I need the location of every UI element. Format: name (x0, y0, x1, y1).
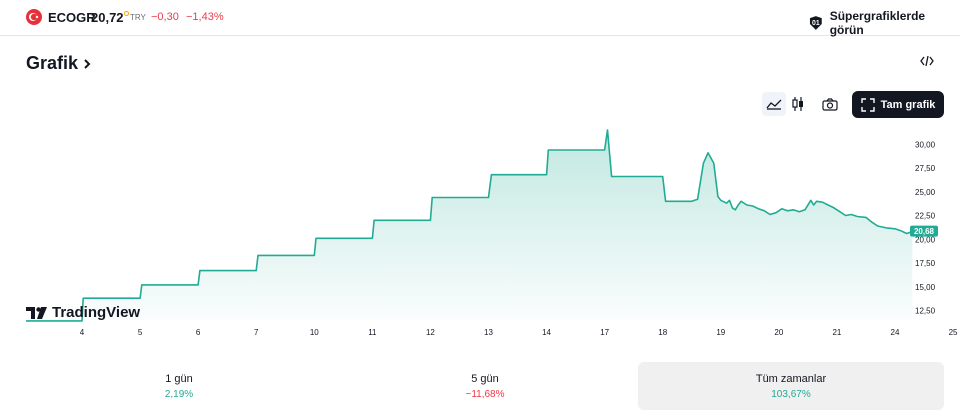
performance-tabs: 1 gün 2,19% 5 gün −11,68% Tüm zamanlar 1… (26, 362, 944, 410)
x-tick-label: 6 (196, 328, 201, 337)
x-tick-label: 4 (80, 328, 85, 337)
last-price-label: 20,68 (914, 227, 935, 236)
x-tick-label: 25 (949, 328, 958, 337)
performance-tab-5-days[interactable]: 5 gün −11,68% (332, 362, 638, 410)
y-tick-label: 12,50 (915, 307, 936, 316)
performance-label: Tüm zamanlar (755, 372, 827, 385)
quote-header: ECOGR 20,72 TRY −0,30 −1,43% 01 Süpergra… (0, 0, 960, 37)
y-tick-label: 15,00 (915, 283, 936, 292)
section-title-text: Grafik (26, 53, 79, 73)
performance-value: 2,19% (164, 388, 194, 400)
area-chart-icon (766, 99, 782, 110)
camera-icon (822, 97, 838, 111)
performance-tab-all-time[interactable]: Tüm zamanlar 103,67% (638, 362, 944, 410)
x-tick-label: 11 (368, 328, 377, 337)
candlestick-icon (792, 97, 803, 111)
x-tick-label: 20 (774, 328, 783, 337)
y-tick-label: 25,00 (915, 188, 936, 197)
x-tick-label: 24 (891, 328, 900, 337)
performance-value: 103,67% (771, 388, 811, 400)
tradingview-badge-icon: 01 (809, 16, 822, 30)
last-price-marker: 20,68 (909, 225, 938, 237)
y-tick-label: 17,50 (915, 259, 936, 268)
tradingview-logo-text: TradingView (52, 304, 141, 321)
price-chart[interactable]: 30,00 27,50 25,00 22,50 20,00 17,50 15,00 12,50… (0, 120, 960, 345)
price-change: −0,30 (151, 11, 179, 23)
full-chart-button[interactable]: Tam grafik (852, 91, 944, 118)
x-tick-label: 12 (426, 328, 435, 337)
full-chart-label: Tam grafik (880, 98, 936, 111)
price-change-percent: −1,43% (186, 11, 224, 23)
performance-value: −11,68% (465, 388, 505, 400)
performance-tab-1-day[interactable]: 1 gün 2,19% (26, 362, 332, 410)
y-axis: 30,00 27,50 25,00 22,50 20,00 17,50 15,00 12,50 (915, 140, 936, 315)
chevron-right-icon (84, 58, 91, 69)
y-tick-label: 30,00 (915, 140, 936, 149)
tradingview-logo[interactable]: TradingView (26, 304, 140, 321)
last-price-badge (910, 225, 938, 237)
turkey-flag-icon (26, 9, 42, 25)
x-tick-label: 7 (254, 328, 259, 337)
x-tick-label: 10 (310, 328, 319, 337)
y-tick-label: 27,50 (915, 164, 936, 173)
supercharts-label: Süpergrafiklerde görün (829, 9, 926, 37)
x-tick-label: 19 (716, 328, 725, 337)
x-tick-label: 5 (138, 328, 143, 337)
performance-label: 1 gün (165, 372, 193, 385)
screenshot-button[interactable] (818, 92, 842, 116)
ticker-symbol: ECOGR (48, 10, 96, 25)
tradingview-logo-icon (26, 306, 47, 319)
x-tick-label: 18 (658, 328, 667, 337)
chart-section-title[interactable]: Grafik (26, 53, 92, 74)
embed-code-icon[interactable] (920, 55, 934, 70)
candles-chart-button[interactable] (786, 92, 810, 116)
x-axis: 4 5 6 7 10 11 12 13 14 17 18 19 20 21 24 25 (80, 328, 958, 337)
performance-label: 5 gün (471, 372, 499, 385)
price-area-fill (26, 130, 913, 321)
area-chart-button[interactable] (762, 92, 786, 116)
price-line (26, 129, 913, 322)
y-tick-label: 22,50 (915, 212, 936, 221)
supercharts-link[interactable]: 01 Süpergrafiklerde görün (808, 9, 960, 37)
currency-code: TRY (130, 13, 146, 22)
last-price: 20,72 (91, 10, 124, 25)
x-tick-label: 21 (832, 328, 841, 337)
x-tick-label: 14 (542, 328, 551, 337)
x-tick-label: 13 (484, 328, 493, 337)
market-status-icon (124, 11, 129, 16)
x-tick-label: 17 (600, 328, 609, 337)
fullscreen-icon (860, 97, 875, 112)
y-tick-label: 20,00 (915, 235, 936, 244)
svg-text:01: 01 (812, 20, 820, 27)
